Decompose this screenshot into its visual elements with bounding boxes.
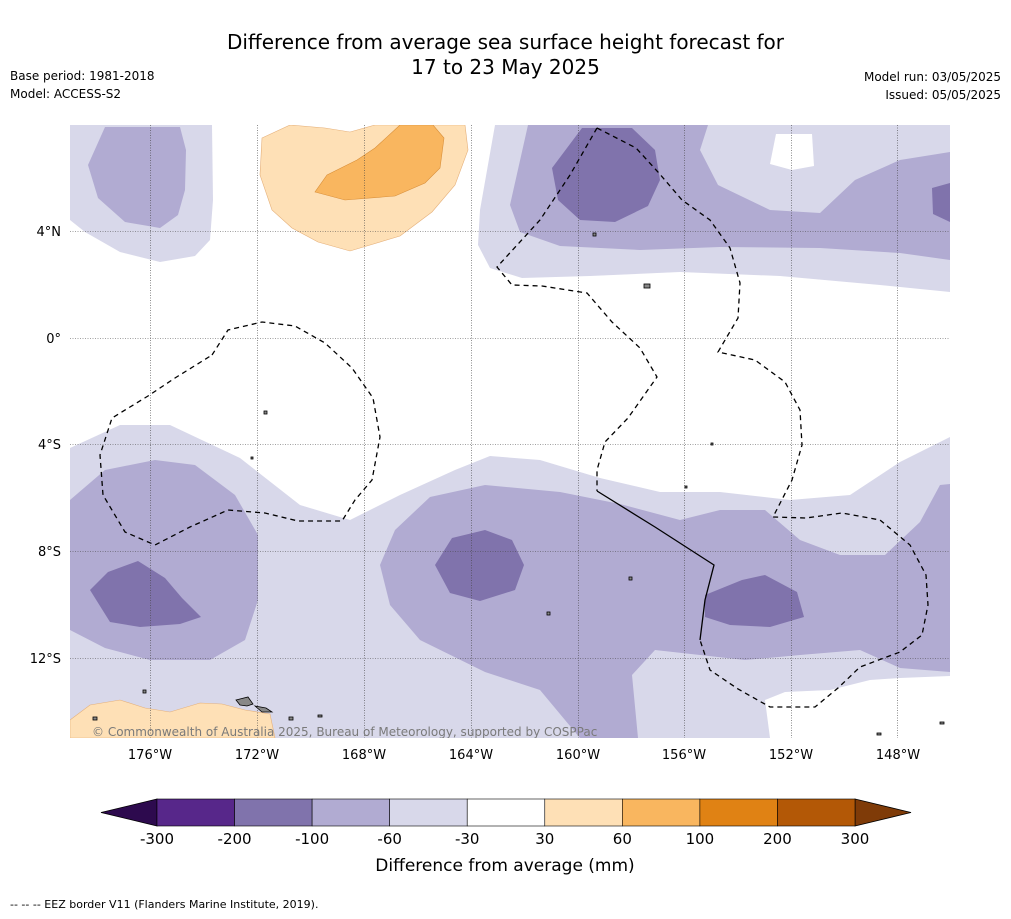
eez-border-kiribati-west — [496, 127, 658, 491]
colorbar-segment — [311, 798, 390, 827]
title-line-2: 17 to 23 May 2025 — [411, 55, 600, 79]
latitude-labels: 4°N 0° 4°S 8°S 12°S — [30, 225, 61, 667]
lat-label-4s: 4°S — [38, 438, 61, 453]
colorbar-segment — [466, 798, 546, 827]
anomaly-ne-gap — [770, 134, 814, 170]
base-period: Base period: 1981-2018 — [10, 69, 155, 83]
anomaly-nw-medium — [88, 127, 186, 228]
lat-label-12s: 12°S — [30, 652, 61, 667]
meta-right: Model run: 03/05/2025 Issued: 05/05/2025 — [864, 68, 1001, 104]
colorbar-tick-label: 300 — [841, 830, 870, 848]
lat-label-8s: 8°S — [38, 545, 61, 560]
lat-label-0: 0° — [46, 332, 61, 347]
eez-footnote: -- -- -- EEZ border V11 (Flanders Marine… — [10, 898, 319, 911]
colorbar-tick-label: -30 — [455, 830, 480, 848]
longitude-labels: 176°W 172°W 168°W 164°W 160°W 156°W 152°… — [128, 748, 920, 763]
colorbar-tick-label: -200 — [218, 830, 252, 848]
anomaly-ne-strong-edge — [932, 183, 950, 222]
lat-label-4n: 4°N — [37, 225, 62, 240]
map-plot-area: © Commonwealth of Australia 2025, Bureau… — [70, 125, 950, 739]
anomaly-s-strong-west — [90, 561, 201, 627]
lon-label-160w: 160°W — [556, 748, 600, 763]
graticule — [70, 125, 950, 738]
lon-label-152w: 152°W — [769, 748, 813, 763]
colorbar-tick-label: -100 — [295, 830, 329, 848]
title-line-1: Difference from average sea surface heig… — [226, 30, 785, 54]
colorbar-tick-label: 200 — [763, 830, 792, 848]
colorbar-tick-label: 100 — [686, 830, 715, 848]
island-samoa-east — [253, 705, 274, 713]
eez-border-tuvalu — [99, 321, 381, 546]
colorbar-tick-label: -300 — [140, 830, 174, 848]
anomaly-ne-strong — [552, 128, 660, 222]
lon-label-176w: 176°W — [128, 748, 172, 763]
anomaly-sw-positive — [70, 699, 276, 738]
colorbar-segment — [544, 798, 623, 827]
colorbar-segment — [777, 798, 856, 827]
lon-label-164w: 164°W — [449, 748, 493, 763]
anomaly-s-strong-center — [435, 530, 524, 601]
lon-label-148w: 148°W — [876, 748, 920, 763]
model-run: Model run: 03/05/2025 — [863, 70, 1001, 84]
colorbar-segment — [622, 798, 701, 827]
lon-label-168w: 168°W — [342, 748, 386, 763]
colorbar-extend-high — [854, 798, 912, 827]
colorbar-segment — [234, 798, 313, 827]
colorbar-tick-label: 60 — [613, 830, 632, 848]
colorbar-title: Difference from average (mm) — [375, 856, 634, 876]
anomaly-n-positive-medium — [314, 125, 445, 201]
meta-left: Base period: 1981-2018 Model: ACCESS-S2 — [10, 67, 155, 103]
issued-date: Issued: 05/05/2025 — [885, 88, 1001, 102]
anomaly-s-strong-east — [705, 575, 804, 627]
island-samoa — [235, 696, 254, 707]
colorbar-tick-label: 30 — [535, 830, 554, 848]
copyright-notice: © Commonwealth of Australia 2025, Bureau… — [92, 725, 597, 739]
anomaly-se-gap — [765, 676, 950, 738]
islands — [92, 232, 945, 736]
lon-label-172w: 172°W — [235, 748, 279, 763]
model-name: Model: ACCESS-S2 — [10, 87, 122, 101]
anomaly-s-medium-east — [380, 484, 950, 738]
colorbar — [100, 798, 912, 827]
colorbar-extend-low — [100, 798, 158, 827]
lon-label-156w: 156°W — [662, 748, 706, 763]
colorbar-segment — [389, 798, 468, 827]
colorbar-segment — [699, 798, 778, 827]
map-title: Difference from average sea surface heig… — [0, 30, 1011, 80]
eez-borders — [99, 127, 929, 708]
colorbar-tick-label: -60 — [377, 830, 402, 848]
maritime-boundary-solid — [596, 490, 715, 641]
colorbar-ticks: -300 -200 -100 -60 -30 30 60 100 200 300 — [140, 830, 869, 848]
colorbar-segment — [156, 798, 235, 827]
